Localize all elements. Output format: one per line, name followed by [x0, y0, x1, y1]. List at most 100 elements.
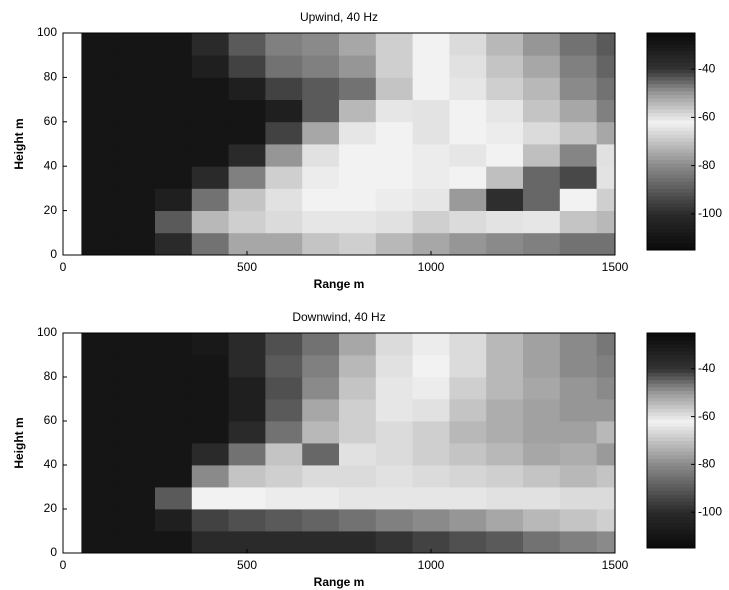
heatmap-cell: [412, 443, 450, 466]
y-tick-label: 60: [44, 413, 58, 427]
colorbar-slice: [647, 454, 695, 459]
colorbar-slice: [647, 145, 695, 150]
heatmap-cell: [118, 121, 156, 145]
heatmap-cell: [375, 531, 413, 554]
heatmap-cell: [118, 487, 156, 510]
heatmap-cell: [412, 99, 450, 123]
colorbar-slice: [647, 123, 695, 128]
heatmap-cell: [302, 55, 340, 78]
heatmap-cell: [191, 33, 229, 56]
colorbar-slice: [647, 221, 695, 226]
heatmap-cell: [118, 531, 156, 554]
heatmap-cell: [486, 443, 524, 466]
heatmap-cell: [81, 232, 119, 256]
heatmap-cell: [81, 355, 119, 378]
heatmap-cell: [412, 166, 450, 189]
heatmap-cell: [559, 166, 597, 189]
colorbar-slice: [647, 61, 695, 67]
heatmap-cell: [559, 77, 597, 100]
heatmap-cell: [155, 33, 193, 56]
heatmap-cell: [155, 210, 193, 234]
heatmap-cell: [449, 443, 487, 466]
heatmap-cell: [523, 421, 561, 444]
heatmap-cell: [596, 443, 616, 466]
heatmap-cell: [228, 232, 266, 256]
heatmap-cell: [191, 188, 229, 211]
heatmap-cell: [228, 421, 266, 444]
heatmap-cell: [228, 443, 266, 466]
heatmap-cell: [449, 77, 487, 100]
heatmap-cell: [559, 144, 597, 167]
heatmap-cell: [155, 509, 193, 532]
heatmap-cell: [81, 210, 119, 234]
heatmap-cell: [412, 232, 450, 256]
heatmap-cell: [191, 421, 229, 444]
heatmap-cell: [228, 509, 266, 532]
heatmap-cell: [339, 99, 377, 123]
heatmap-cell: [265, 121, 303, 145]
colorbar-tick-label: -60: [698, 409, 716, 423]
colorbar-slice: [647, 242, 695, 247]
heatmap-cell: [449, 121, 487, 145]
heatmap-cell: [81, 77, 119, 100]
heatmap-cell: [449, 355, 487, 378]
y-tick-label: 60: [44, 114, 58, 128]
heatmap-cell: [339, 232, 377, 256]
heatmap-cell: [339, 333, 377, 356]
colorbar-slice: [647, 112, 695, 117]
heatmap-cell: [559, 210, 597, 234]
heatmap-cell: [412, 355, 450, 378]
heatmap-cell: [81, 465, 119, 488]
colorbar-slice: [647, 469, 695, 474]
colorbar-slice: [647, 101, 695, 106]
heatmap-cell: [81, 33, 119, 56]
heatmap-cell: [228, 166, 266, 189]
heatmap-cell: [596, 55, 616, 78]
heatmap-cell: [339, 33, 377, 56]
heatmap-cell: [155, 465, 193, 488]
colorbar-slice: [647, 246, 695, 251]
heatmap-cell: [339, 421, 377, 444]
heatmap-cell: [228, 99, 266, 123]
heatmap-cell: [596, 509, 616, 532]
x-tick-label: 1500: [602, 260, 629, 274]
heatmap-cell: [265, 33, 303, 56]
colorbar-slice: [647, 54, 695, 59]
heatmap-cell: [486, 531, 524, 554]
heatmap-cell: [339, 210, 377, 234]
heatmap-cell: [375, 121, 413, 145]
heatmap-cell: [449, 55, 487, 78]
colorbar-slice: [647, 505, 695, 510]
colorbar-slice: [647, 188, 695, 193]
colorbar-slice: [647, 76, 695, 81]
colorbar-frame: [646, 332, 696, 549]
heatmap-cell: [449, 399, 487, 422]
y-axis-label: Height m: [12, 118, 26, 169]
heatmap-cell: [596, 399, 616, 422]
heatmap-cell: [155, 166, 193, 189]
heatmap-cell: [486, 166, 524, 189]
heatmap-cell: [81, 421, 119, 444]
colorbar-slice: [647, 51, 695, 56]
colorbar-slice: [647, 210, 695, 215]
colorbar-slice: [647, 361, 695, 366]
heatmap-cell: [596, 188, 616, 211]
colorbar-slice: [647, 94, 695, 99]
y-tick-label: 100: [37, 25, 57, 39]
heatmap-cell: [449, 188, 487, 211]
heatmap-cell: [155, 355, 193, 378]
heatmap-cell: [486, 99, 524, 123]
heatmap-cell: [339, 377, 377, 400]
heatmap-cell: [559, 33, 597, 56]
heatmap-cell: [339, 121, 377, 145]
heatmap-cell: [486, 333, 524, 356]
heatmap-cell: [81, 55, 119, 78]
colorbar-slice: [647, 465, 695, 470]
colorbar-slice: [647, 508, 695, 513]
heatmap-cell: [375, 188, 413, 211]
y-tick-label: 0: [50, 247, 57, 261]
heatmap-cell: [191, 443, 229, 466]
heatmap-cell: [339, 55, 377, 78]
heatmap-cell: [449, 166, 487, 189]
colorbar-tick-label: -40: [698, 361, 716, 375]
